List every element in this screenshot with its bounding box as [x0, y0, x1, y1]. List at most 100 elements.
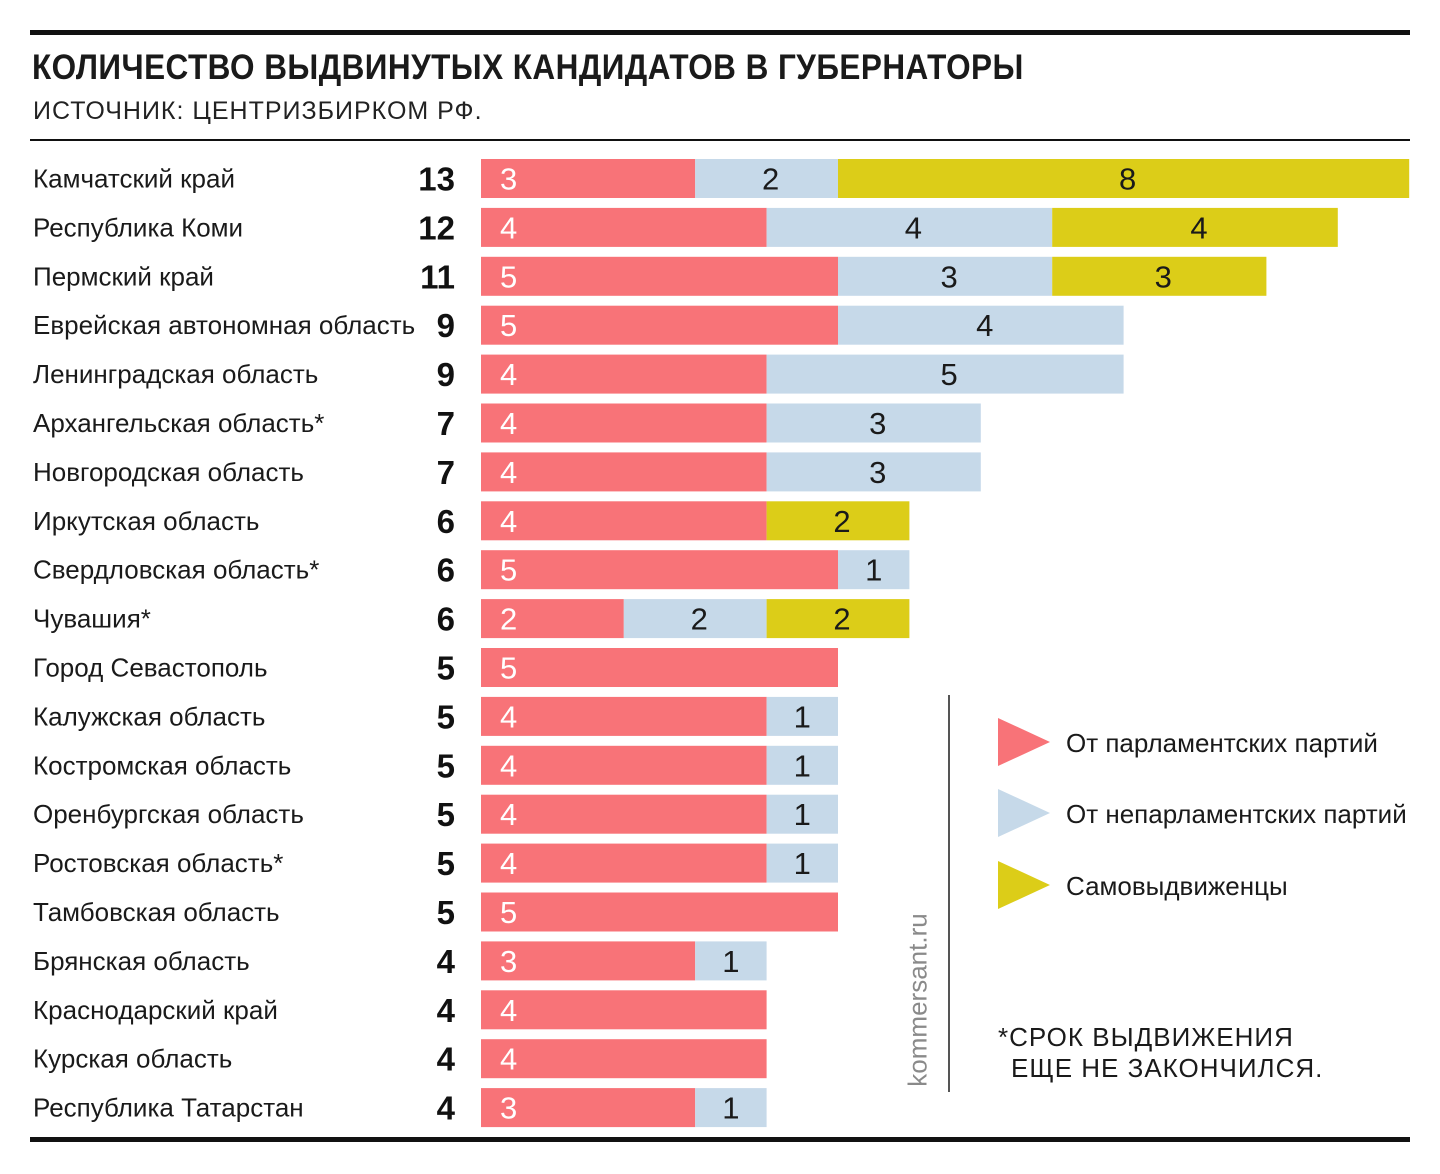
- category-label: Республика Коми: [33, 212, 243, 242]
- category-label: Чувашия*: [33, 604, 151, 634]
- row-total: 5: [437, 747, 455, 784]
- bar-value-label: 5: [500, 651, 517, 686]
- category-label: Тамбовская область: [33, 897, 280, 927]
- row-total: 5: [437, 650, 455, 687]
- bar-segment-nonparliamentary: [695, 941, 767, 981]
- bar-segment-self-nominated: [838, 159, 1410, 198]
- bar-segment-nonparliamentary: [695, 159, 838, 198]
- bar-segment-parliamentary: [481, 159, 696, 198]
- category-label: Архангельская область*: [33, 408, 324, 438]
- row-total: 4: [437, 1041, 456, 1078]
- bar-segment-parliamentary: [481, 550, 838, 590]
- row-total: 5: [437, 698, 455, 735]
- bar-segment-parliamentary: [481, 207, 767, 247]
- bar-segment-nonparliamentary: [695, 1088, 767, 1128]
- row-total: 12: [418, 209, 455, 246]
- category-label: Город Севастополь: [33, 653, 268, 683]
- bar-value-label: 5: [500, 308, 517, 343]
- bar-value-label: 5: [500, 553, 517, 588]
- bar-segment-self-nominated: [1052, 207, 1338, 247]
- category-label: Курская область: [33, 1044, 232, 1074]
- category-label: Пермский край: [33, 261, 214, 291]
- bar-value-label: 3: [500, 162, 517, 197]
- row-total: 9: [437, 307, 455, 344]
- legend-label-parliamentary: От парламентских партий: [1066, 728, 1378, 758]
- bar-value-label: 1: [865, 553, 882, 588]
- bar-segment-nonparliamentary: [838, 256, 1053, 296]
- bar-segment-nonparliamentary: [623, 599, 767, 639]
- category-label: Новгородская область: [33, 457, 304, 487]
- bar-segment-parliamentary: [481, 892, 838, 932]
- row-total: 9: [437, 356, 455, 393]
- bar-value-label: 5: [940, 357, 957, 392]
- bar-value-label: 3: [500, 1091, 517, 1126]
- bar-value-label: 4: [500, 1042, 517, 1077]
- bar-value-label: 2: [500, 602, 517, 637]
- bottom-rule: [30, 1137, 1410, 1142]
- row-total: 7: [437, 405, 455, 442]
- bar-segment-nonparliamentary: [766, 403, 981, 443]
- footnote-line-1: *СРОК ВЫДВИЖЕНИЯ: [998, 1022, 1294, 1052]
- bar-segment-nonparliamentary: [838, 305, 1124, 345]
- bar-segment-parliamentary: [481, 256, 838, 296]
- row-total: 6: [437, 601, 455, 638]
- bar-value-label: 1: [794, 846, 811, 881]
- bar-segment-nonparliamentary: [766, 207, 1053, 247]
- header-divider: [30, 139, 1410, 141]
- bar-segment-parliamentary: [481, 1088, 696, 1128]
- category-label: Ленинградская область: [33, 359, 318, 389]
- bar-value-label: 1: [722, 1091, 739, 1126]
- bar-segment-nonparliamentary: [766, 794, 838, 834]
- bar-segment-parliamentary: [481, 648, 838, 687]
- category-label: Костромская область: [33, 750, 291, 780]
- category-label: Республика Татарстан: [33, 1093, 304, 1123]
- bar-value-label: 2: [691, 602, 708, 637]
- bar-value-label: 3: [869, 455, 886, 490]
- bar-segment-parliamentary: [481, 696, 767, 736]
- bar-segment-parliamentary: [481, 941, 696, 981]
- legend-swatch-nonparliamentary: [998, 789, 1050, 837]
- category-label: Еврейская автономная область: [33, 310, 415, 340]
- bar-segment-nonparliamentary: [766, 696, 838, 736]
- category-label: Свердловская область*: [33, 555, 319, 585]
- bar-value-label: 1: [794, 699, 811, 734]
- row-total: 5: [437, 845, 455, 882]
- bar-segment-parliamentary: [481, 305, 838, 345]
- bar-segment-nonparliamentary: [766, 745, 838, 785]
- bar-value-label: 1: [794, 797, 811, 832]
- legend-swatch-self-nominated: [998, 861, 1050, 909]
- bar-segment-self-nominated: [766, 599, 910, 639]
- bar-segment-parliamentary: [481, 501, 767, 541]
- bar-segment-parliamentary: [481, 843, 767, 883]
- row-total: 13: [418, 161, 455, 198]
- bar-value-label: 4: [500, 406, 517, 441]
- row-total: 6: [437, 552, 455, 589]
- row-total: 4: [437, 992, 456, 1029]
- bar-segment-nonparliamentary: [766, 354, 1124, 394]
- bar-segment-parliamentary: [481, 1039, 767, 1079]
- row-total: 5: [437, 796, 455, 833]
- top-rule: [30, 30, 1410, 35]
- category-label: Иркутская область: [33, 506, 259, 536]
- chart-title: КОЛИЧЕСТВО ВЫДВИНУТЫХ КАНДИДАТОВ В ГУБЕР…: [32, 48, 1024, 87]
- bar-segment-nonparliamentary: [766, 452, 981, 492]
- row-total: 4: [437, 1090, 456, 1127]
- bar-segment-parliamentary: [481, 403, 767, 443]
- bar-value-label: 4: [500, 993, 517, 1028]
- chart-source: ИСТОЧНИК: ЦЕНТРИЗБИРКОМ РФ.: [33, 97, 483, 125]
- bar-value-label: 3: [500, 944, 517, 979]
- bar-value-label: 3: [869, 406, 886, 441]
- bar-segment-parliamentary: [481, 354, 767, 394]
- bar-value-label: 5: [500, 259, 517, 294]
- bar-value-label: 2: [833, 602, 850, 637]
- bar-value-label: 4: [500, 455, 517, 490]
- bar-segment-parliamentary: [481, 452, 767, 492]
- bar-value-label: 4: [905, 210, 922, 245]
- brand-watermark: kommersant.ru: [902, 913, 933, 1087]
- bar-value-label: 4: [500, 504, 517, 539]
- bar-segment-self-nominated: [1052, 256, 1267, 296]
- bar-value-label: 1: [722, 944, 739, 979]
- bar-value-label: 4: [1190, 210, 1207, 245]
- bar-segment-self-nominated: [766, 501, 910, 541]
- bar-value-label: 8: [1119, 162, 1136, 197]
